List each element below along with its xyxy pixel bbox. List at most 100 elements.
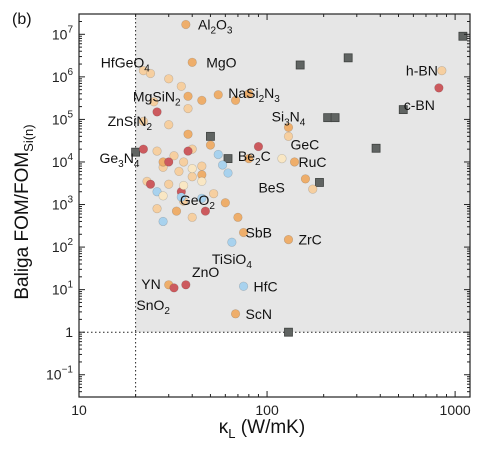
y-axis-title-subscript: Si(n) (21, 124, 36, 151)
data-point-pale (197, 176, 207, 186)
material-label: SbB (246, 225, 272, 241)
data-point-orange (183, 91, 193, 101)
x-tick-label: 10 (71, 402, 87, 418)
data-point-red (164, 157, 174, 167)
data-point-blue (152, 187, 162, 197)
material-label: Si3N4 (272, 108, 306, 128)
data-point-peach (187, 172, 197, 182)
x-axis-title: κL (W/mK) (219, 417, 305, 441)
material-label: ZnO (192, 264, 219, 280)
y-tick-label: 101 (52, 280, 74, 298)
y-tick-label: 105 (52, 109, 74, 127)
data-point-blue (217, 160, 228, 170)
x-tick-label: 1000 (440, 402, 471, 418)
material-label: YN (141, 276, 160, 292)
material-label: SnO2 (136, 297, 170, 317)
y-axis-title-main: Baliga FOM/FOM (12, 152, 33, 300)
data-point-peach (437, 66, 447, 76)
data-point-orange (233, 212, 243, 222)
data-point-peach (209, 189, 219, 199)
data-point-orange (230, 95, 241, 105)
data-point-blue (223, 168, 233, 178)
data-point-orange (197, 95, 207, 105)
data-point-peach (169, 151, 179, 161)
data-point-orange (238, 227, 249, 238)
axes: 10 100 1000 10−1 1 101 102 103 104 105 106 107 (46, 13, 471, 418)
data-point-pale (187, 163, 197, 174)
material-label: c-BN (404, 97, 435, 113)
material-label: HfC (254, 278, 278, 294)
y-tick-label: 10−1 (46, 365, 73, 383)
data-point-peach (197, 161, 207, 171)
data-point-square (295, 60, 305, 70)
y-tick-label: 104 (52, 152, 74, 170)
plot-area (79, 14, 470, 397)
data-point-orange (220, 198, 230, 208)
material-label: MgO (206, 54, 236, 70)
material-label: ScN (246, 306, 272, 322)
data-point-square (223, 154, 233, 164)
data-point-square (330, 113, 340, 123)
data-point-blue (238, 281, 249, 291)
data-point-orange (171, 206, 182, 216)
material-label: GeC (290, 136, 319, 152)
data-point-square (131, 147, 141, 157)
y-tick-label: 106 (52, 67, 74, 85)
data-point-square (371, 143, 381, 153)
data-point-peach (164, 120, 174, 130)
data-point-red (183, 146, 193, 156)
data-point-orange (230, 309, 241, 319)
data-point-peach (152, 204, 162, 214)
x-axis-title-subscript: L (228, 426, 235, 441)
data-point-peach (164, 74, 174, 84)
data-point-blue (176, 192, 186, 202)
data-point-pale (158, 191, 168, 201)
data-point-square (323, 113, 333, 123)
data-point-peach (145, 68, 156, 79)
material-label: RuC (299, 154, 327, 170)
data-point-blue (227, 237, 237, 247)
material-labels: Al2O3 HfGeO4 MgO MgSiN2 NaSi2N3 h-BN c-BN Si3N4… (99, 16, 437, 321)
plot-frame (78, 13, 471, 398)
data-point-red (152, 107, 162, 117)
x-tick-label: 100 (255, 402, 279, 418)
data-point-square (458, 31, 468, 41)
data-point-red (434, 83, 444, 93)
data-point-peach (174, 166, 184, 177)
data-point-red (169, 283, 179, 293)
data-point-red (253, 141, 264, 152)
x-axis-title-main: κ (219, 417, 229, 438)
data-point-peach (138, 116, 148, 126)
data-point-square (343, 53, 353, 63)
data-point-orange (181, 19, 191, 30)
data-point-peach (149, 97, 159, 107)
data-point-orange (244, 89, 254, 99)
x-axis-title-unit: (W/mK) (236, 417, 306, 438)
y-tick-label: 1 (65, 324, 73, 340)
data-point-peach (179, 157, 189, 167)
data-point-square (398, 105, 408, 115)
data-point-orange (283, 122, 294, 132)
data-point-peach (308, 184, 318, 194)
data-point-blue (158, 216, 168, 227)
data-point-blue (197, 193, 207, 203)
material-label: TiSiO4 (212, 251, 252, 271)
data-point-orange (183, 129, 193, 139)
material-label: MgSiN2 (133, 88, 181, 108)
panel-label: (b) (12, 11, 32, 28)
material-label: ZnSiN2 (108, 113, 153, 133)
data-point-peach (187, 212, 197, 222)
y-axis-title: Baliga FOM/FOMSi(n) (12, 124, 36, 299)
material-label: ZrC (298, 232, 321, 248)
data-point-orange (289, 157, 300, 167)
data-point-red (200, 206, 210, 216)
material-label: GeO2 (180, 192, 216, 212)
material-label: h-BN (406, 63, 438, 79)
y-tick-label: 102 (52, 237, 74, 255)
data-point-orange (205, 140, 216, 150)
data-point-pale (179, 180, 189, 191)
data-point-square (206, 131, 215, 141)
data-point-peach (164, 179, 174, 189)
data-point-red (181, 280, 191, 290)
